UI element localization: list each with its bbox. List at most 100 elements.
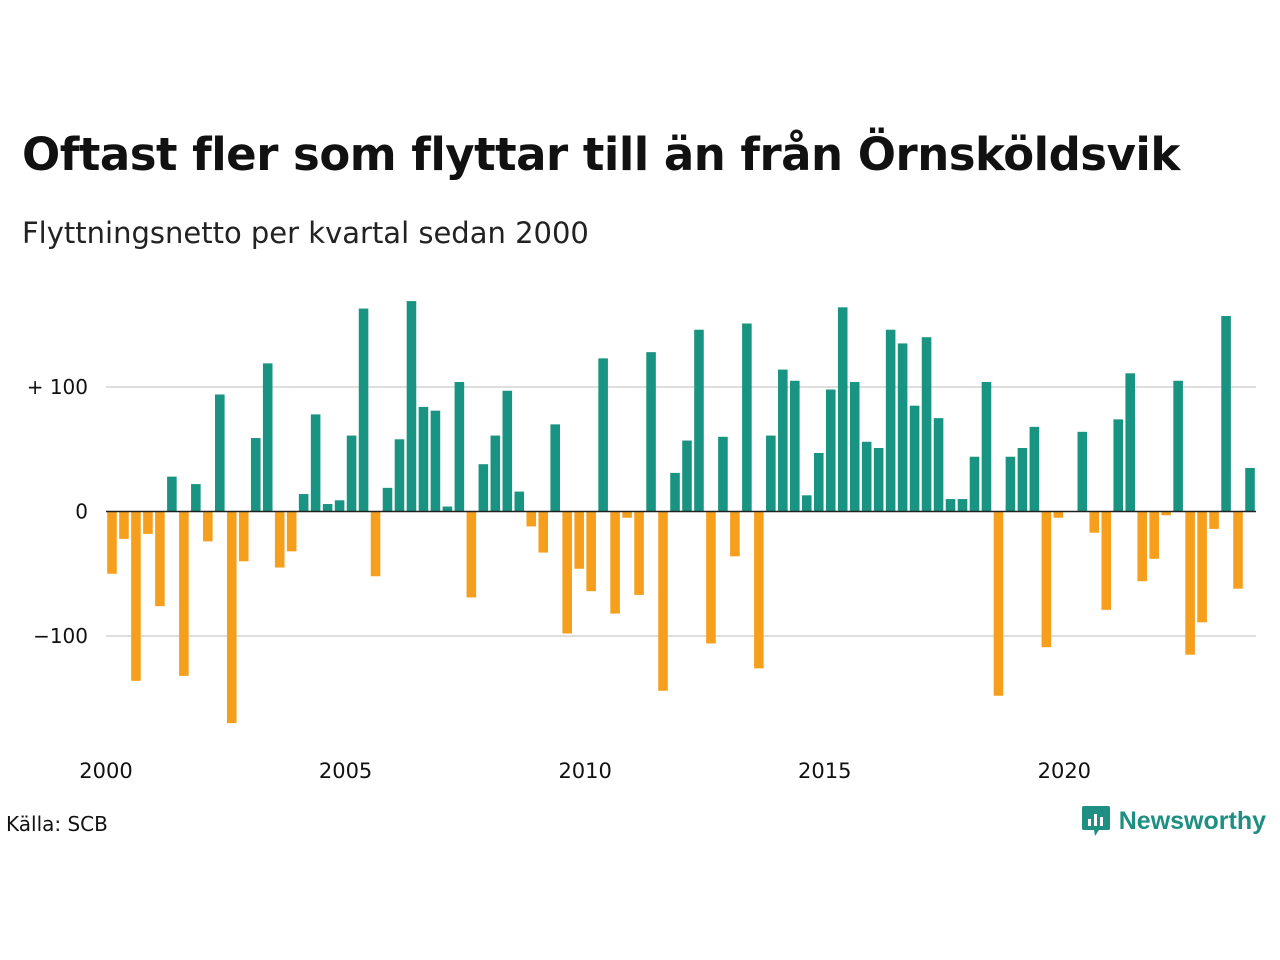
bar [1089, 511, 1100, 533]
bar [346, 435, 357, 512]
bar [790, 380, 800, 512]
bar [586, 511, 596, 592]
bar [191, 484, 201, 512]
brand-logo: Newsworthy [1081, 804, 1266, 838]
bars-layer [107, 301, 1255, 724]
bar [574, 511, 584, 569]
bar [1185, 511, 1195, 655]
bar [1005, 456, 1016, 512]
bar [490, 435, 501, 512]
bar [754, 511, 764, 669]
bar [1245, 467, 1255, 512]
bar [634, 511, 644, 595]
bar [358, 308, 369, 512]
bar [1113, 419, 1124, 512]
bar [550, 424, 561, 512]
bar [226, 511, 237, 724]
bar [957, 499, 968, 512]
bar [562, 511, 572, 634]
bar [849, 382, 860, 512]
bar [143, 511, 153, 534]
bar [622, 511, 632, 518]
bar [1041, 511, 1052, 648]
bar [813, 452, 824, 512]
bar [598, 358, 608, 512]
bar [418, 406, 429, 512]
bar [478, 464, 489, 512]
bar [682, 440, 692, 512]
bar [778, 369, 788, 512]
bar [1101, 511, 1112, 610]
bar [286, 511, 297, 552]
bar [921, 337, 932, 512]
bar [394, 439, 405, 512]
bar [167, 476, 177, 512]
bar [945, 499, 956, 512]
bar [274, 511, 285, 568]
bar [646, 352, 656, 512]
chart-subtitle: Flyttningsnetto per kvartal sedan 2000 [22, 216, 589, 250]
bar [466, 511, 477, 598]
bar [334, 500, 345, 512]
bar [1053, 511, 1064, 518]
bar [1029, 426, 1040, 512]
source-note: Källa: SCB [6, 812, 108, 836]
bar [969, 456, 980, 512]
bar [897, 343, 908, 512]
axis-layer: + 100 0 −100 2000 2005 2010 2015 2020 [27, 375, 1256, 783]
bar [310, 414, 321, 512]
bar-chart: + 100 0 −100 2000 2005 2010 2015 2020 [27, 301, 1256, 783]
bar [238, 511, 249, 562]
bar [538, 511, 549, 553]
bar [694, 329, 704, 512]
bar [670, 472, 680, 512]
bar [658, 511, 668, 691]
bar [1209, 511, 1219, 529]
bar [801, 495, 812, 512]
bar [873, 448, 884, 512]
x-tick-label: 2015 [798, 759, 851, 783]
bar [298, 494, 309, 512]
bar [203, 511, 213, 542]
bar [981, 382, 992, 512]
bar [179, 511, 189, 676]
bar [718, 436, 728, 512]
bar [1221, 316, 1231, 512]
x-tick-label: 2000 [79, 759, 132, 783]
bar [1017, 448, 1028, 512]
bar [370, 511, 381, 577]
bar [610, 511, 620, 614]
x-tick-label: 2020 [1038, 759, 1091, 783]
bar [993, 511, 1004, 696]
bar [1149, 511, 1159, 559]
y-tick-label: 0 [75, 500, 88, 524]
bar [1173, 380, 1183, 512]
bar [1161, 511, 1171, 516]
bar [885, 329, 896, 512]
bar [837, 307, 848, 512]
x-tick-label: 2010 [558, 759, 611, 783]
bar [766, 435, 776, 512]
bar [250, 438, 261, 512]
bar [825, 389, 836, 512]
bar [1197, 511, 1207, 623]
bar [1137, 511, 1147, 582]
bar [215, 394, 225, 512]
bar [742, 323, 752, 512]
bar [406, 301, 417, 512]
x-tick-label: 2005 [319, 759, 372, 783]
bar [933, 418, 944, 512]
chart-title: Oftast fler som flyttar till än från Örn… [22, 128, 1180, 181]
bar [706, 511, 716, 644]
bar [430, 410, 441, 512]
bar [909, 405, 920, 512]
bar [1077, 431, 1088, 512]
bar [107, 511, 117, 574]
y-tick-label: −100 [33, 624, 88, 648]
bar [131, 511, 141, 681]
bar [382, 487, 393, 512]
y-tick-label: + 100 [27, 375, 88, 399]
bar [861, 441, 872, 512]
bar [155, 511, 165, 607]
bar [730, 511, 740, 557]
